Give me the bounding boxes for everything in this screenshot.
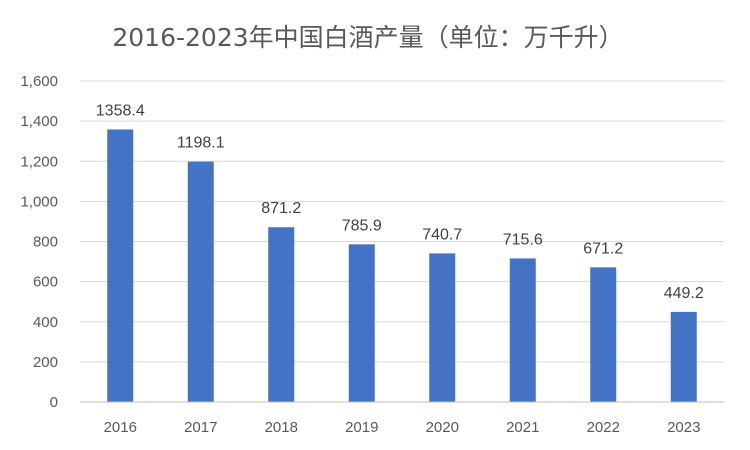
bar-2023 <box>670 311 697 402</box>
x-tick-label: 2022 <box>587 419 620 436</box>
y-axis-ticks: 0 200 400 600 800 1,000 1,200 1,400 1,600 <box>20 73 58 411</box>
chart-title: 2016-2023年中国白酒产量（单位：万千升） <box>112 23 623 52</box>
data-label: 740.7 <box>422 226 462 243</box>
data-label: 671.2 <box>583 240 623 257</box>
x-tick-label: 2023 <box>667 419 700 436</box>
y-tick-label: 200 <box>33 354 58 371</box>
gridlines <box>80 80 724 363</box>
x-tick-label: 2016 <box>104 419 137 436</box>
data-label: 785.9 <box>342 217 382 234</box>
data-labels: 1358.4 1198.1 871.2 785.9 740.7 715.6 671.2 449… <box>96 102 704 301</box>
y-tick-label: 1,000 <box>20 193 58 210</box>
bar-2020 <box>429 253 456 402</box>
y-tick-label: 1,600 <box>20 73 58 90</box>
data-label: 1358.4 <box>96 102 145 119</box>
bar-2017 <box>187 161 214 402</box>
bar-2016 <box>107 129 134 402</box>
bars <box>107 129 697 402</box>
x-tick-label: 2019 <box>345 419 378 436</box>
bar-2019 <box>348 244 375 402</box>
bar-2021 <box>509 258 536 402</box>
data-label: 871.2 <box>261 200 301 217</box>
y-tick-label: 400 <box>33 314 58 331</box>
y-tick-label: 0 <box>50 394 58 411</box>
y-tick-label: 800 <box>33 234 58 251</box>
y-tick-label: 600 <box>33 274 58 291</box>
x-tick-label: 2017 <box>184 419 217 436</box>
x-tick-label: 2018 <box>265 419 298 436</box>
data-label: 449.2 <box>664 285 704 302</box>
bar-2022 <box>590 267 617 402</box>
x-tick-label: 2021 <box>506 419 539 436</box>
y-tick-label: 1,400 <box>20 113 58 130</box>
data-label: 715.6 <box>503 231 543 248</box>
y-tick-label: 1,200 <box>20 153 58 170</box>
data-label: 1198.1 <box>177 135 225 152</box>
x-axis-ticks: 2016 2017 2018 2019 2020 2021 2022 2023 <box>104 419 701 436</box>
bar-2018 <box>268 227 295 402</box>
x-tick-label: 2020 <box>426 419 459 436</box>
